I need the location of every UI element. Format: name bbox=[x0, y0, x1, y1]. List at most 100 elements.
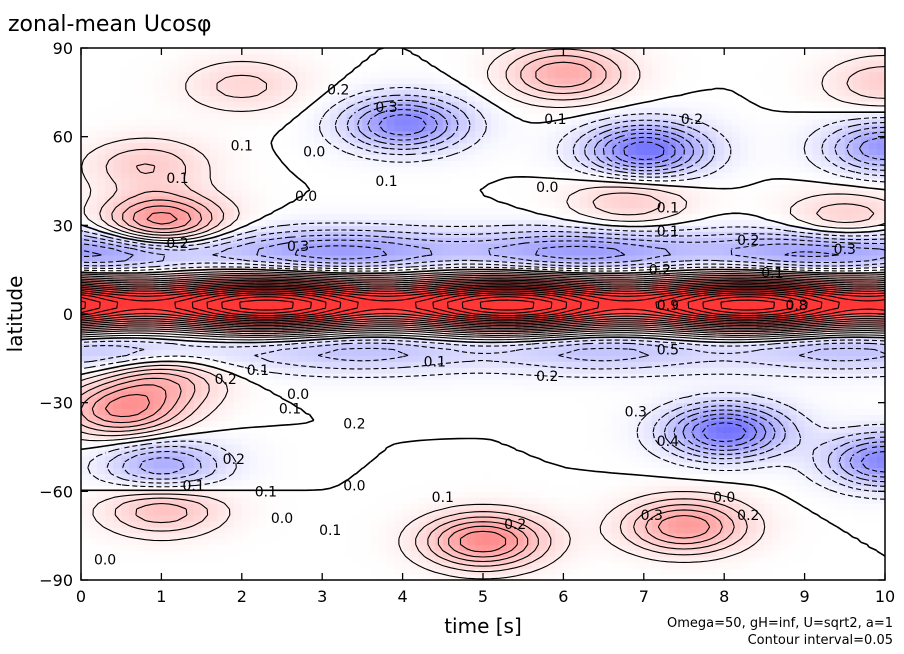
field-cell bbox=[153, 562, 162, 569]
field-cell bbox=[362, 89, 372, 96]
field-cell bbox=[298, 65, 307, 73]
field-cell bbox=[201, 77, 211, 85]
field-cell bbox=[346, 260, 355, 268]
field-cell bbox=[161, 166, 171, 173]
field-cell bbox=[290, 532, 299, 540]
field-cell bbox=[97, 331, 106, 339]
field-cell bbox=[410, 302, 420, 309]
field-cell bbox=[338, 207, 347, 215]
field-cell bbox=[346, 349, 355, 356]
field-cell bbox=[161, 444, 171, 451]
field-cell bbox=[169, 426, 179, 433]
field-cell bbox=[507, 361, 516, 368]
field-cell bbox=[483, 53, 492, 61]
field-cell bbox=[153, 485, 162, 492]
field-cell bbox=[97, 124, 106, 132]
field-cell bbox=[233, 367, 243, 374]
field-cell bbox=[129, 284, 138, 291]
field-cell bbox=[338, 272, 347, 280]
field-cell bbox=[426, 473, 436, 481]
field-cell bbox=[193, 166, 203, 173]
field-cell bbox=[314, 231, 323, 238]
field-cell bbox=[402, 503, 412, 510]
field-cell bbox=[257, 130, 267, 138]
field-cell bbox=[89, 113, 98, 120]
field-cell bbox=[129, 473, 138, 481]
field-cell bbox=[225, 420, 235, 427]
field-cell bbox=[515, 260, 524, 268]
field-cell bbox=[483, 473, 492, 481]
field-cell bbox=[233, 408, 243, 416]
field-cell bbox=[410, 331, 420, 339]
field-cell bbox=[185, 367, 195, 374]
field-cell bbox=[466, 124, 476, 132]
field-cell bbox=[450, 485, 460, 492]
field-cell bbox=[97, 195, 106, 203]
field-cell bbox=[249, 160, 259, 167]
field-cell bbox=[209, 420, 219, 427]
field-cell bbox=[386, 396, 396, 404]
field-cell bbox=[491, 467, 500, 475]
field-cell bbox=[306, 355, 315, 362]
field-cell bbox=[402, 538, 412, 546]
field-cell bbox=[394, 95, 404, 102]
field-cell bbox=[410, 189, 420, 197]
field-cell bbox=[338, 568, 347, 575]
field-cell bbox=[209, 538, 219, 546]
field-cell bbox=[370, 296, 380, 303]
field-cell bbox=[209, 290, 219, 297]
field-cell bbox=[330, 550, 339, 557]
field-cell bbox=[290, 231, 299, 238]
field-cell bbox=[298, 113, 307, 120]
field-cell bbox=[129, 544, 138, 552]
field-cell bbox=[442, 420, 452, 427]
field-cell bbox=[474, 526, 484, 534]
field-cell bbox=[241, 568, 251, 575]
field-cell bbox=[418, 337, 428, 345]
field-cell bbox=[161, 556, 171, 563]
field-cell bbox=[257, 219, 267, 226]
field-cell bbox=[474, 53, 484, 61]
field-cell bbox=[322, 231, 331, 238]
field-cell bbox=[338, 48, 347, 55]
field-cell bbox=[450, 509, 460, 516]
field-cell bbox=[241, 113, 251, 120]
field-cell bbox=[193, 367, 203, 374]
field-cell bbox=[290, 225, 299, 232]
field-cell bbox=[161, 485, 171, 492]
field-cell bbox=[314, 479, 323, 487]
field-cell bbox=[370, 485, 380, 492]
field-cell bbox=[105, 243, 114, 250]
field-cell bbox=[466, 544, 476, 552]
field-cell bbox=[105, 396, 114, 404]
field-cell bbox=[273, 172, 283, 179]
field-cell bbox=[282, 349, 291, 356]
field-cell bbox=[426, 485, 436, 492]
field-cell bbox=[314, 355, 323, 362]
field-cell bbox=[89, 290, 98, 297]
field-cell bbox=[113, 467, 122, 475]
field-cell bbox=[362, 568, 372, 575]
field-cell bbox=[209, 207, 219, 215]
field-cell bbox=[410, 183, 420, 191]
field-cell bbox=[249, 213, 259, 221]
field-cell bbox=[298, 219, 307, 226]
field-cell bbox=[330, 467, 339, 475]
field-cell bbox=[137, 384, 146, 392]
field-cell bbox=[121, 172, 130, 179]
field-cell bbox=[265, 514, 275, 522]
field-cell bbox=[330, 308, 339, 315]
field-cell bbox=[474, 148, 484, 155]
field-cell bbox=[499, 473, 508, 481]
field-cell bbox=[273, 526, 283, 534]
field-cell bbox=[153, 113, 162, 120]
field-cell bbox=[507, 101, 516, 108]
field-cell bbox=[338, 408, 347, 416]
field-cell bbox=[161, 373, 171, 380]
field-cell bbox=[450, 107, 460, 114]
field-cell bbox=[113, 390, 122, 398]
field-cell bbox=[434, 491, 444, 498]
field-cell bbox=[153, 107, 162, 114]
field-cell bbox=[474, 461, 484, 469]
field-cell bbox=[523, 302, 532, 309]
